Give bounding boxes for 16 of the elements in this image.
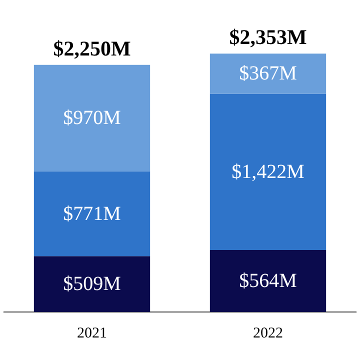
x-tick-label: 2021	[77, 326, 107, 342]
x-tick-label: 2022	[253, 326, 283, 342]
bar	[210, 250, 326, 312]
total-label: $2,353M	[229, 25, 307, 50]
data-label: $970M	[63, 107, 122, 130]
data-label: $564M	[239, 270, 298, 292]
bar	[34, 64, 150, 172]
bar	[34, 171, 150, 256]
data-label: $509M	[63, 273, 122, 296]
bar	[210, 54, 326, 94]
data-label: $1,422M	[232, 160, 305, 183]
data-label: $771M	[63, 202, 122, 225]
bar	[34, 256, 150, 312]
bar	[210, 94, 326, 250]
total-label: $2,250M	[53, 36, 131, 60]
data-label: $367M	[239, 62, 298, 85]
